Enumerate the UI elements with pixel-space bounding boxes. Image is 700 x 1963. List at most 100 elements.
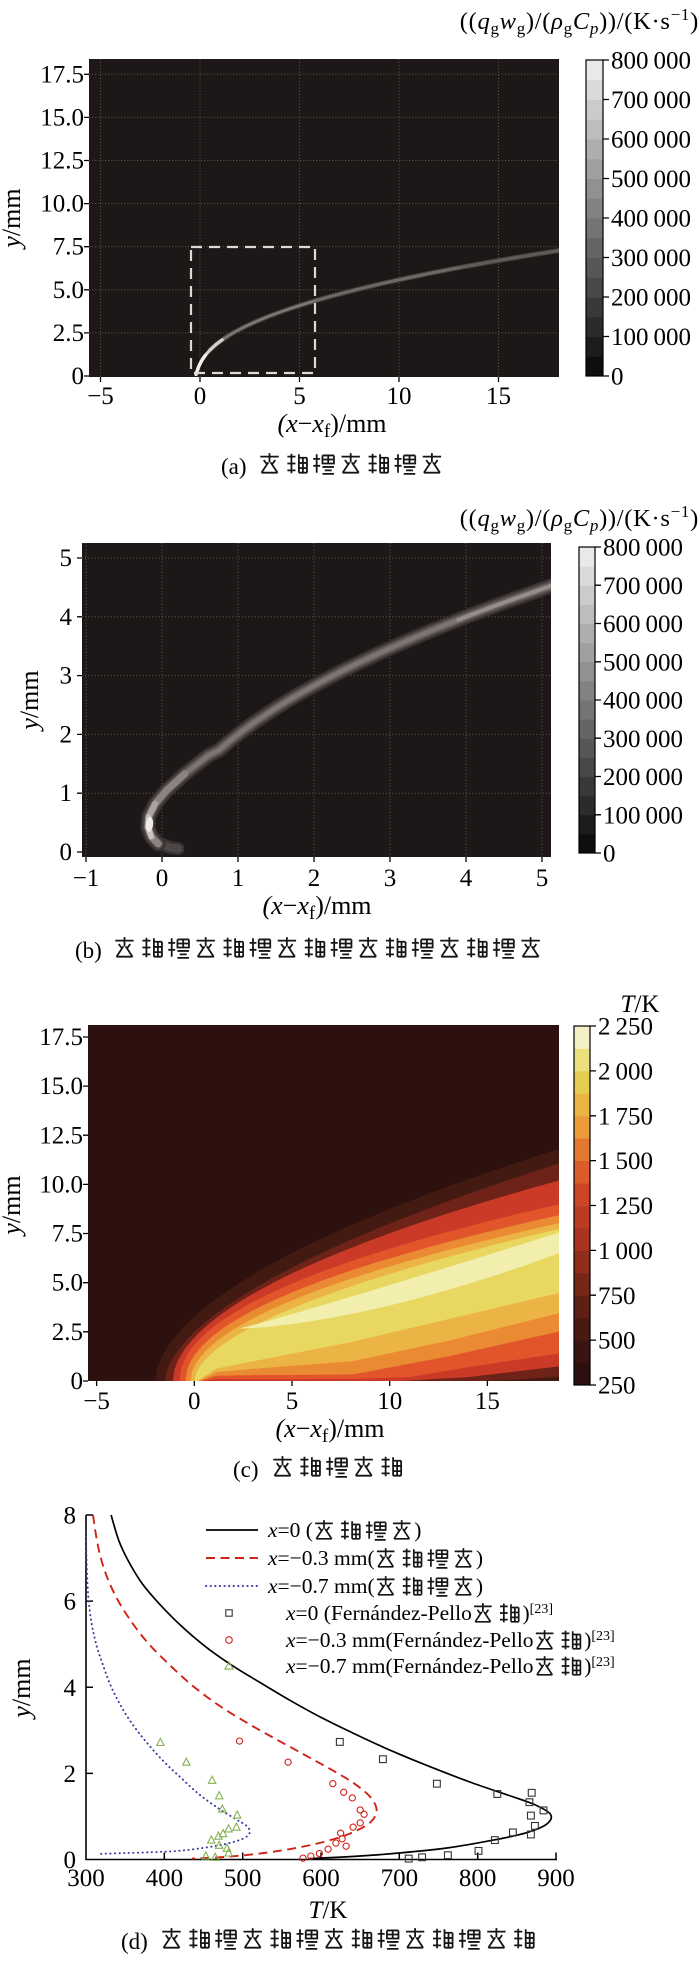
svg-text:800: 800 [459, 1865, 497, 1892]
svg-text:2 250: 2 250 [598, 1014, 653, 1041]
svg-text:0: 0 [603, 841, 616, 868]
svg-text:y/mm: y/mm [0, 188, 26, 250]
svg-text:−1: −1 [73, 865, 100, 892]
svg-text:4: 4 [460, 865, 473, 892]
svg-text:750: 750 [598, 1283, 636, 1310]
svg-text:500 000: 500 000 [611, 166, 691, 193]
svg-text:(a): (a) [221, 454, 247, 479]
svg-text:400 000: 400 000 [603, 688, 683, 715]
svg-text:2.5: 2.5 [52, 1319, 83, 1346]
svg-text:5.0: 5.0 [52, 1270, 83, 1297]
svg-text:1 750: 1 750 [598, 1103, 653, 1130]
svg-text:500: 500 [224, 1865, 262, 1892]
svg-text:(c): (c) [233, 1457, 259, 1482]
svg-text:0: 0 [611, 364, 624, 391]
svg-text:7.5: 7.5 [53, 234, 84, 261]
svg-text:10.0: 10.0 [39, 1171, 83, 1198]
svg-text:2 000: 2 000 [598, 1058, 653, 1085]
svg-text:400 000: 400 000 [611, 206, 691, 233]
svg-text:800 000: 800 000 [611, 48, 691, 75]
svg-text:200 000: 200 000 [603, 764, 683, 791]
svg-text:15: 15 [475, 1388, 500, 1415]
svg-text:900: 900 [537, 1865, 575, 1892]
svg-text:(x−xf)/mm: (x−xf)/mm [277, 409, 386, 442]
svg-text:300 000: 300 000 [611, 245, 691, 272]
svg-text:5: 5 [60, 545, 73, 572]
svg-text:15.0: 15.0 [39, 1073, 83, 1100]
svg-text:3: 3 [384, 865, 397, 892]
svg-text:1 250: 1 250 [598, 1193, 653, 1220]
svg-text:300 000: 300 000 [603, 726, 683, 753]
svg-text:17.5: 17.5 [40, 61, 84, 88]
svg-text:6: 6 [64, 1589, 77, 1616]
svg-text:5: 5 [293, 383, 306, 410]
svg-text:−5: −5 [87, 383, 114, 410]
svg-text:600 000: 600 000 [611, 127, 691, 154]
svg-text:2: 2 [308, 865, 321, 892]
svg-text:(x−xf)/mm: (x−xf)/mm [275, 1414, 384, 1447]
svg-text:8: 8 [64, 1503, 77, 1530]
svg-text:1 000: 1 000 [598, 1238, 653, 1265]
svg-text:5: 5 [536, 865, 549, 892]
svg-text:)[23]: )[23] [523, 1601, 554, 1625]
svg-text:4: 4 [64, 1675, 77, 1702]
svg-text:x=−0.7 mm(Fernández-Pello: x=−0.7 mm(Fernández-Pello [285, 1654, 534, 1678]
svg-text:0: 0 [156, 865, 169, 892]
svg-text:200 000: 200 000 [611, 285, 691, 312]
svg-text:x=0 (Fernández-Pello: x=0 (Fernández-Pello [285, 1601, 472, 1625]
svg-text:(d): (d) [121, 1929, 148, 1954]
svg-text:600 000: 600 000 [603, 611, 683, 638]
svg-text:5.0: 5.0 [53, 277, 84, 304]
svg-text:0: 0 [60, 839, 73, 866]
svg-text:600: 600 [302, 1865, 340, 1892]
svg-text:(x−xf)/mm: (x−xf)/mm [262, 891, 371, 924]
svg-text:700 000: 700 000 [611, 87, 691, 114]
svg-text:y/mm: y/mm [7, 1658, 36, 1720]
svg-text:T/K: T/K [621, 991, 660, 1018]
svg-text:0: 0 [72, 363, 85, 390]
svg-text:−5: −5 [83, 1388, 110, 1415]
svg-text:500: 500 [598, 1328, 636, 1355]
svg-text:): ) [476, 1546, 483, 1570]
svg-text:0: 0 [188, 1388, 201, 1415]
svg-text:17.5: 17.5 [39, 1024, 83, 1051]
svg-text:250: 250 [598, 1373, 636, 1400]
svg-text:): ) [476, 1574, 483, 1598]
svg-text:x=−0.7 mm(: x=−0.7 mm( [267, 1574, 375, 1598]
svg-text:0: 0 [71, 1368, 84, 1395]
svg-text:400: 400 [146, 1865, 184, 1892]
svg-text:((qgwg)/(ρgCp))/(K·s−1): ((qgwg)/(ρgCp))/(K·s−1) [460, 502, 699, 535]
svg-text:15.0: 15.0 [40, 104, 84, 131]
svg-text:2: 2 [64, 1761, 77, 1788]
svg-text:0: 0 [194, 383, 207, 410]
svg-text:700 000: 700 000 [603, 573, 683, 600]
svg-text:1: 1 [60, 780, 73, 807]
svg-text:x=−0.3 mm(: x=−0.3 mm( [267, 1546, 375, 1570]
svg-text:T/K: T/K [309, 1897, 348, 1924]
svg-text:): ) [414, 1518, 421, 1542]
svg-text:12.5: 12.5 [39, 1122, 83, 1149]
svg-text:0: 0 [64, 1847, 77, 1874]
svg-text:y/mm: y/mm [15, 670, 44, 732]
svg-text:1 500: 1 500 [598, 1148, 653, 1175]
svg-text:((qgwg)/(ρgCp))/(K·s−1): ((qgwg)/(ρgCp))/(K·s−1) [460, 5, 699, 38]
svg-text:12.5: 12.5 [40, 148, 84, 175]
svg-text:15: 15 [486, 383, 511, 410]
svg-text:4: 4 [60, 604, 73, 631]
svg-text:800 000: 800 000 [603, 535, 683, 562]
svg-text:3: 3 [60, 663, 73, 690]
svg-text:10: 10 [377, 1388, 402, 1415]
svg-text:5: 5 [286, 1388, 299, 1415]
svg-text:7.5: 7.5 [52, 1221, 83, 1248]
svg-text:1: 1 [232, 865, 245, 892]
svg-text:500 000: 500 000 [603, 649, 683, 676]
svg-text:10: 10 [387, 383, 412, 410]
svg-text:2: 2 [60, 721, 73, 748]
svg-text:300: 300 [67, 1865, 105, 1892]
svg-text:700: 700 [381, 1865, 419, 1892]
svg-text:100 000: 100 000 [611, 324, 691, 351]
svg-text:x=−0.3 mm(Fernández-Pello: x=−0.3 mm(Fernández-Pello [285, 1628, 534, 1652]
svg-text:y/mm: y/mm [0, 1175, 26, 1237]
svg-text:100 000: 100 000 [603, 802, 683, 829]
svg-text:(b): (b) [75, 938, 102, 963]
